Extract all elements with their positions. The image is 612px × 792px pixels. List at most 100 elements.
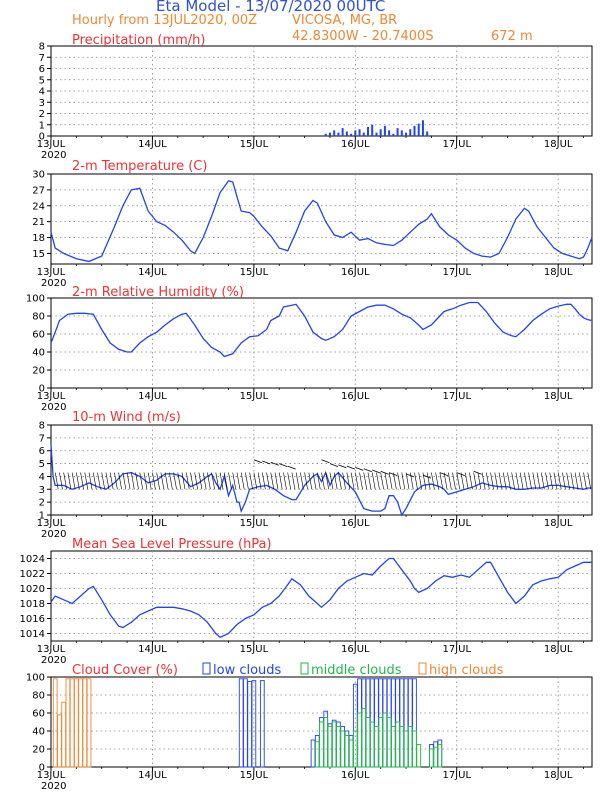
rh-ytick-label: 80 xyxy=(32,312,45,323)
cloud-bar-low xyxy=(323,710,329,768)
precip-xtick-label: 14JUL xyxy=(138,139,167,150)
wind-arrow xyxy=(439,472,448,476)
wind-barb xyxy=(160,472,165,490)
cloud-bar-low xyxy=(386,678,392,768)
wind-barb xyxy=(363,472,368,490)
precip-bar xyxy=(350,133,353,136)
cloud-bar-low xyxy=(361,678,367,768)
wind-barb xyxy=(583,472,587,490)
temp-title: 2-m Temperature (C) xyxy=(72,159,207,174)
wind-barb xyxy=(524,472,528,490)
cloud-ytick-label: 20 xyxy=(32,745,45,756)
mslp-ytick-label: 1016 xyxy=(20,614,45,625)
precip-ytick-label: 3 xyxy=(39,98,45,109)
precip-ytick-label: 8 xyxy=(39,42,45,53)
wind-barb xyxy=(211,472,215,490)
wind-barb xyxy=(393,472,397,490)
rh-ytick-label: 0 xyxy=(39,384,45,395)
wind-barb xyxy=(278,472,283,490)
cloud-bar-middle xyxy=(399,726,405,768)
wind-barb xyxy=(312,472,317,490)
wind-barb xyxy=(223,472,228,490)
wind-arrow xyxy=(355,467,364,471)
cloud-bar-low xyxy=(319,717,324,768)
wind-barb xyxy=(431,472,435,490)
cloud-xtick-label: 13JUL xyxy=(37,770,66,781)
temp-year-label: 2020 xyxy=(41,278,66,289)
wind-xtick-label: 13JUL xyxy=(37,518,66,529)
cloud-bar-middle xyxy=(344,735,350,768)
wind-arrow xyxy=(253,459,263,464)
wind-ytick-label: 6 xyxy=(39,446,45,457)
rh-frame xyxy=(50,297,593,389)
wind-barb xyxy=(300,472,304,490)
wind-barb xyxy=(469,472,473,490)
mslp-title: Mean Sea Level Pressure (hPa) xyxy=(72,537,272,552)
cloud-bar-low xyxy=(395,678,400,768)
cloud-bar-middle xyxy=(348,739,354,768)
wind-barb xyxy=(557,472,562,490)
mslp-year-label: 2020 xyxy=(41,655,66,666)
cloud-bar-low xyxy=(378,678,384,768)
cloud-bar-low xyxy=(429,744,434,768)
wind-barb xyxy=(304,472,308,490)
cloud-bar-middle xyxy=(433,746,438,768)
precip-ytick-label: 1 xyxy=(39,120,45,131)
wind-barb xyxy=(570,472,575,490)
rh-ytick-label: 100 xyxy=(26,294,45,305)
wind-barb xyxy=(198,472,203,490)
wind-barb xyxy=(101,472,106,490)
wind-barb xyxy=(397,472,401,490)
wind-barb xyxy=(122,472,127,490)
precip-bar xyxy=(405,132,408,136)
temp-ytick-label: 27 xyxy=(32,185,45,196)
precip-bar xyxy=(409,129,412,136)
rh-ytick-label: 60 xyxy=(32,330,45,341)
cloud-xtick-label: 18JUL xyxy=(544,770,573,781)
wind-barb xyxy=(177,472,182,490)
wind-arrow xyxy=(372,469,381,474)
wind-xtick-label: 18JUL xyxy=(544,518,573,529)
cloud-bar-high xyxy=(74,678,79,768)
cloud-bar-middle xyxy=(386,717,392,768)
wind-barb xyxy=(185,472,190,490)
wind-barb xyxy=(240,472,245,490)
cloud-bar-low xyxy=(412,678,417,768)
rh-xtick-label: 14JUL xyxy=(138,391,167,402)
cloud-bar-low xyxy=(399,678,405,768)
wind-barb xyxy=(126,472,131,490)
wind-barb xyxy=(329,472,334,490)
precip-bar xyxy=(379,129,382,136)
wind-barb xyxy=(350,472,355,490)
wind-barb xyxy=(291,472,296,490)
precip-bar xyxy=(388,130,391,136)
mslp-frame xyxy=(50,550,593,642)
cloud-bar-low xyxy=(403,678,409,768)
wind-barb xyxy=(232,472,237,490)
cloud-bar-middle xyxy=(378,717,384,768)
temp-xtick-label: 15JUL xyxy=(240,267,269,278)
rh-ytick-label: 40 xyxy=(32,348,45,359)
mslp-ytick-label: 1022 xyxy=(20,569,45,580)
cloud-bar-middle xyxy=(327,726,333,768)
cloud-bar-low xyxy=(390,678,396,768)
wind-barb xyxy=(562,472,566,490)
precip-bar xyxy=(426,131,429,136)
wind-barb xyxy=(202,472,207,490)
wind-barb xyxy=(84,472,89,490)
precip-ytick-label: 2 xyxy=(39,109,45,120)
wind-barb xyxy=(481,472,486,490)
cloud-bar-low xyxy=(251,680,257,768)
wind-barb xyxy=(266,472,270,490)
wind-barb xyxy=(452,472,456,490)
legend-label: middle clouds xyxy=(311,663,402,678)
temp-ytick-label: 21 xyxy=(32,217,45,228)
cloud-bar-middle xyxy=(361,708,367,768)
wind-barb xyxy=(109,472,114,490)
cloud-bar-low xyxy=(243,678,248,768)
wind-barb xyxy=(228,472,232,490)
wind-barb xyxy=(257,472,262,490)
wind-barb xyxy=(498,472,503,490)
cloud-bar-middle xyxy=(357,712,362,768)
